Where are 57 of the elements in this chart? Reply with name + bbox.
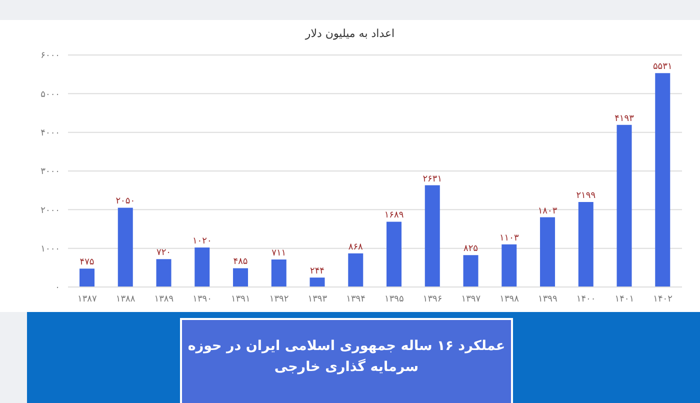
- bar: [271, 260, 286, 287]
- y-tick-label: ۳۰۰۰: [40, 167, 60, 178]
- y-tick-label: ۶۰۰۰: [40, 51, 60, 62]
- bar: [80, 268, 95, 287]
- x-tick-label: ۱۳۸۹: [154, 294, 174, 304]
- bar: [578, 202, 594, 287]
- x-tick-label: ۱۳۹۷: [461, 294, 481, 304]
- bar: [616, 124, 632, 287]
- y-tick-label: ۱۰۰۰: [40, 244, 60, 255]
- data-label: ۴۷۵: [80, 258, 94, 268]
- data-label: ۸۶۸: [348, 242, 364, 252]
- data-label: ۵۵۳۱: [652, 62, 672, 72]
- x-tick-label: ۱۳۹۰: [192, 294, 212, 304]
- y-tick-label: ۰: [55, 283, 60, 294]
- x-tick-label: ۱۳۹۵: [384, 294, 404, 304]
- y-tick-label: ۲۰۰۰: [40, 206, 60, 216]
- x-tick-label: ۱۴۰۲: [653, 294, 673, 304]
- text: عملکرد ۱۶ ساله جمهوری اسلامی ایران در حوزه سرمایه گذاری خارجی: [186, 337, 506, 377]
- x-tick-label: ۱۴۰۱: [614, 294, 634, 304]
- bar: [118, 208, 133, 287]
- x-tick-label: ۱۳۹۹: [538, 294, 558, 304]
- data-label: ۷۱۱: [272, 248, 286, 259]
- data-label: ۲۴۴: [310, 266, 325, 277]
- bar: [156, 259, 172, 287]
- data-label: ۲۶۳۱: [422, 174, 442, 184]
- x-tick-label: ۱۳۹۴: [346, 294, 366, 304]
- bar: [310, 278, 325, 287]
- bar: [540, 217, 556, 287]
- bar: [424, 185, 440, 287]
- bar: [502, 244, 517, 287]
- data-label: ۸۲۵: [464, 244, 478, 254]
- y-tick-label: ۴۰۰۰: [40, 128, 60, 139]
- data-label: ۲۱۹۹: [576, 190, 596, 201]
- data-label: ۴۱۹۳: [614, 114, 634, 124]
- data-label: ۴۸۵: [233, 257, 248, 268]
- x-tick-label: ۱۳۹۸: [500, 294, 520, 304]
- data-label: ۱۰۲۰: [192, 236, 212, 247]
- x-tick-label: ۱۳۹۶: [422, 294, 442, 304]
- data-label: ۱۸۰۳: [538, 206, 558, 216]
- x-tick-label: ۱۴۰۰: [576, 294, 596, 304]
- bar: [233, 268, 248, 287]
- bar: [386, 222, 402, 287]
- bar: [348, 253, 364, 287]
- x-tick-label: ۱۳۹۳: [308, 294, 328, 304]
- data-label: ۱۱۰۳: [499, 233, 519, 244]
- bar: [655, 73, 670, 287]
- x-tick-label: ۱۳۹۲: [269, 294, 289, 304]
- data-label: ۷۲۰: [156, 248, 172, 258]
- bar: [463, 255, 478, 287]
- data-label: ۱۶۸۹: [384, 210, 404, 221]
- bar: [194, 248, 210, 287]
- x-tick-label: ۱۳۸۸: [116, 294, 136, 304]
- data-label: ۲۰۵۰: [116, 196, 136, 207]
- x-tick-label: ۱۳۸۷: [78, 294, 98, 304]
- chart-subtitle: اعداد به میلیون دلار: [304, 27, 396, 40]
- x-tick-label: ۱۳۹۱: [231, 294, 250, 304]
- y-tick-label: ۵۰۰۰: [40, 90, 60, 100]
